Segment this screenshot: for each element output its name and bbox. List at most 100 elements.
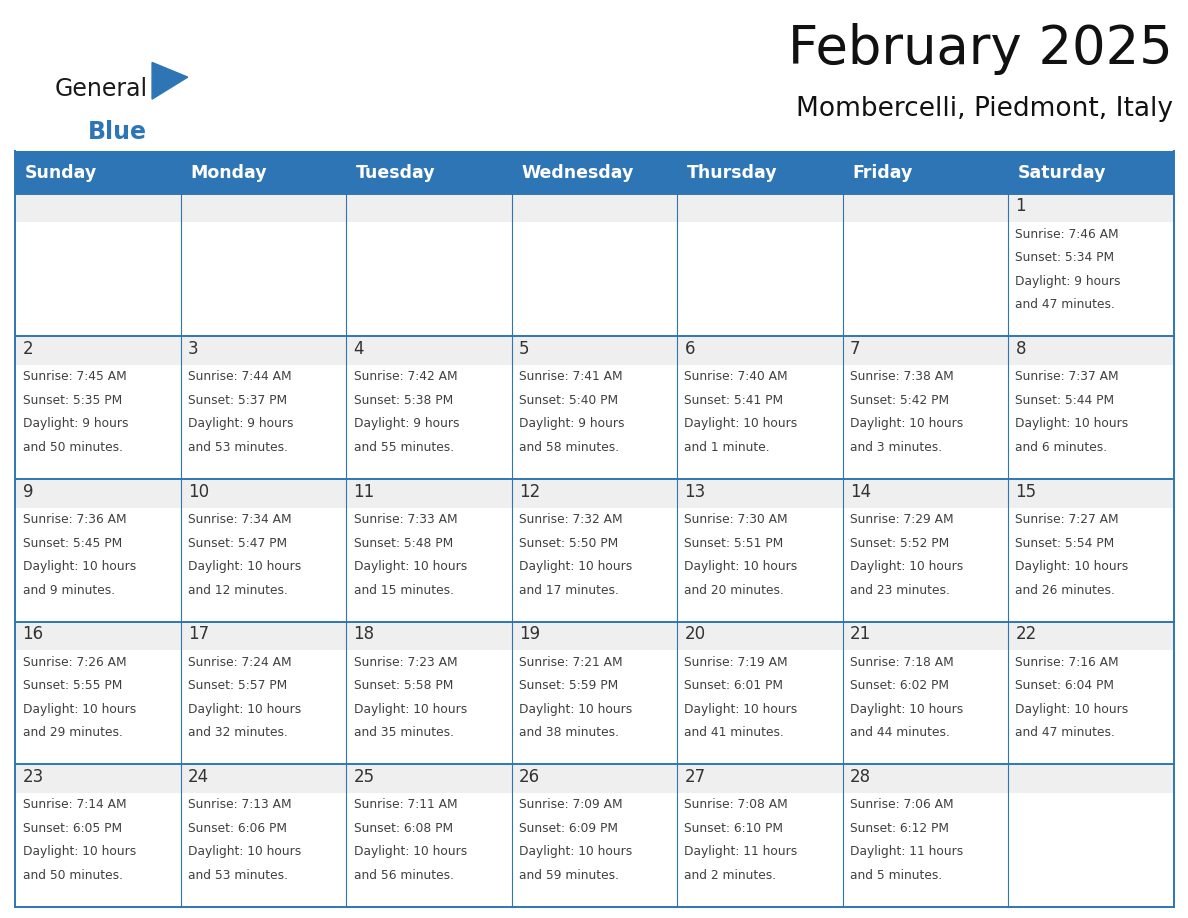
Bar: [15, 765, 181, 793]
Text: Sunrise: 7:27 AM: Sunrise: 7:27 AM: [1016, 513, 1119, 526]
Text: Sunrise: 7:38 AM: Sunrise: 7:38 AM: [849, 370, 954, 384]
Bar: [15, 765, 181, 907]
Text: 9: 9: [23, 483, 33, 500]
Text: 1: 1: [1016, 197, 1026, 216]
Bar: [15, 479, 181, 621]
Text: Tuesday: Tuesday: [356, 163, 436, 182]
Text: Sunrise: 7:23 AM: Sunrise: 7:23 AM: [354, 655, 457, 668]
Text: and 47 minutes.: and 47 minutes.: [1016, 726, 1116, 739]
Text: Sunset: 5:44 PM: Sunset: 5:44 PM: [1016, 394, 1114, 407]
Text: 24: 24: [188, 768, 209, 786]
Text: and 23 minutes.: and 23 minutes.: [849, 584, 949, 597]
Text: 25: 25: [354, 768, 374, 786]
Bar: [15, 479, 181, 508]
Text: 17: 17: [188, 625, 209, 644]
Text: Sunrise: 7:14 AM: Sunrise: 7:14 AM: [23, 799, 126, 812]
Text: Daylight: 9 hours: Daylight: 9 hours: [1016, 274, 1121, 288]
Text: and 29 minutes.: and 29 minutes.: [23, 726, 122, 739]
Bar: [842, 336, 1009, 479]
Text: Daylight: 10 hours: Daylight: 10 hours: [354, 845, 467, 858]
Text: Sunset: 5:57 PM: Sunset: 5:57 PM: [188, 679, 287, 692]
Text: General: General: [55, 77, 147, 101]
Bar: [512, 479, 677, 508]
Text: Sunrise: 7:41 AM: Sunrise: 7:41 AM: [519, 370, 623, 384]
Text: and 9 minutes.: and 9 minutes.: [23, 584, 115, 597]
Bar: [677, 479, 842, 508]
Text: Daylight: 10 hours: Daylight: 10 hours: [188, 845, 302, 858]
Text: Thursday: Thursday: [687, 163, 777, 182]
Bar: [842, 621, 1009, 765]
Text: Sunrise: 7:36 AM: Sunrise: 7:36 AM: [23, 513, 126, 526]
Bar: [181, 479, 347, 621]
Bar: [842, 621, 1009, 650]
Text: and 3 minutes.: and 3 minutes.: [849, 441, 942, 454]
Bar: [1009, 765, 1174, 907]
Bar: [512, 621, 677, 650]
Text: and 1 minute.: and 1 minute.: [684, 441, 770, 454]
Text: and 32 minutes.: and 32 minutes.: [188, 726, 287, 739]
Text: 15: 15: [1016, 483, 1036, 500]
Bar: [842, 336, 1009, 364]
Text: 4: 4: [354, 340, 364, 358]
Text: 7: 7: [849, 340, 860, 358]
Text: Sunrise: 7:34 AM: Sunrise: 7:34 AM: [188, 513, 292, 526]
Text: 28: 28: [849, 768, 871, 786]
Text: Daylight: 10 hours: Daylight: 10 hours: [519, 703, 632, 716]
Bar: [347, 479, 512, 621]
Bar: [1009, 194, 1174, 336]
Text: Sunrise: 7:29 AM: Sunrise: 7:29 AM: [849, 513, 954, 526]
Text: Daylight: 9 hours: Daylight: 9 hours: [23, 418, 128, 431]
Text: Daylight: 10 hours: Daylight: 10 hours: [849, 703, 963, 716]
Text: and 6 minutes.: and 6 minutes.: [1016, 441, 1107, 454]
Text: 10: 10: [188, 483, 209, 500]
Text: Wednesday: Wednesday: [522, 163, 633, 182]
Text: Sunset: 5:38 PM: Sunset: 5:38 PM: [354, 394, 453, 407]
Text: and 38 minutes.: and 38 minutes.: [519, 726, 619, 739]
Text: 14: 14: [849, 483, 871, 500]
Text: Daylight: 10 hours: Daylight: 10 hours: [1016, 560, 1129, 573]
Text: Sunrise: 7:40 AM: Sunrise: 7:40 AM: [684, 370, 788, 384]
Text: and 59 minutes.: and 59 minutes.: [519, 869, 619, 882]
Text: Sunset: 5:59 PM: Sunset: 5:59 PM: [519, 679, 618, 692]
Bar: [181, 194, 347, 336]
Bar: [512, 621, 677, 765]
Text: Daylight: 10 hours: Daylight: 10 hours: [23, 845, 135, 858]
Bar: [677, 621, 842, 650]
Bar: [347, 765, 512, 907]
Text: Monday: Monday: [190, 163, 267, 182]
Text: February 2025: February 2025: [788, 23, 1173, 75]
Text: Sunset: 5:52 PM: Sunset: 5:52 PM: [849, 537, 949, 550]
Bar: [842, 194, 1009, 222]
Bar: [181, 621, 347, 650]
Bar: [15, 621, 181, 765]
Bar: [347, 479, 512, 508]
Bar: [347, 336, 512, 364]
Text: 5: 5: [519, 340, 530, 358]
Bar: [15, 336, 181, 364]
Text: and 35 minutes.: and 35 minutes.: [354, 726, 454, 739]
Text: Sunrise: 7:06 AM: Sunrise: 7:06 AM: [849, 799, 954, 812]
Text: Daylight: 10 hours: Daylight: 10 hours: [519, 560, 632, 573]
Bar: [842, 194, 1009, 336]
Text: Daylight: 10 hours: Daylight: 10 hours: [354, 560, 467, 573]
Text: and 44 minutes.: and 44 minutes.: [849, 726, 949, 739]
Text: Blue: Blue: [88, 119, 147, 143]
Bar: [15, 194, 181, 222]
Text: 21: 21: [849, 625, 871, 644]
Text: Sunrise: 7:37 AM: Sunrise: 7:37 AM: [1016, 370, 1119, 384]
Text: Sunset: 5:40 PM: Sunset: 5:40 PM: [519, 394, 618, 407]
Text: Sunrise: 7:19 AM: Sunrise: 7:19 AM: [684, 655, 788, 668]
Text: Daylight: 10 hours: Daylight: 10 hours: [684, 560, 797, 573]
Bar: [15, 336, 181, 364]
Text: Sunset: 5:51 PM: Sunset: 5:51 PM: [684, 537, 784, 550]
Text: 12: 12: [519, 483, 541, 500]
Text: 2: 2: [23, 340, 33, 358]
Bar: [15, 151, 1174, 194]
Text: 18: 18: [354, 625, 374, 644]
Text: Sunset: 6:02 PM: Sunset: 6:02 PM: [849, 679, 949, 692]
Text: Sunrise: 7:46 AM: Sunrise: 7:46 AM: [1016, 228, 1119, 241]
Text: and 12 minutes.: and 12 minutes.: [188, 584, 287, 597]
Bar: [512, 765, 677, 793]
Text: Sunrise: 7:30 AM: Sunrise: 7:30 AM: [684, 513, 788, 526]
Text: 22: 22: [1016, 625, 1037, 644]
